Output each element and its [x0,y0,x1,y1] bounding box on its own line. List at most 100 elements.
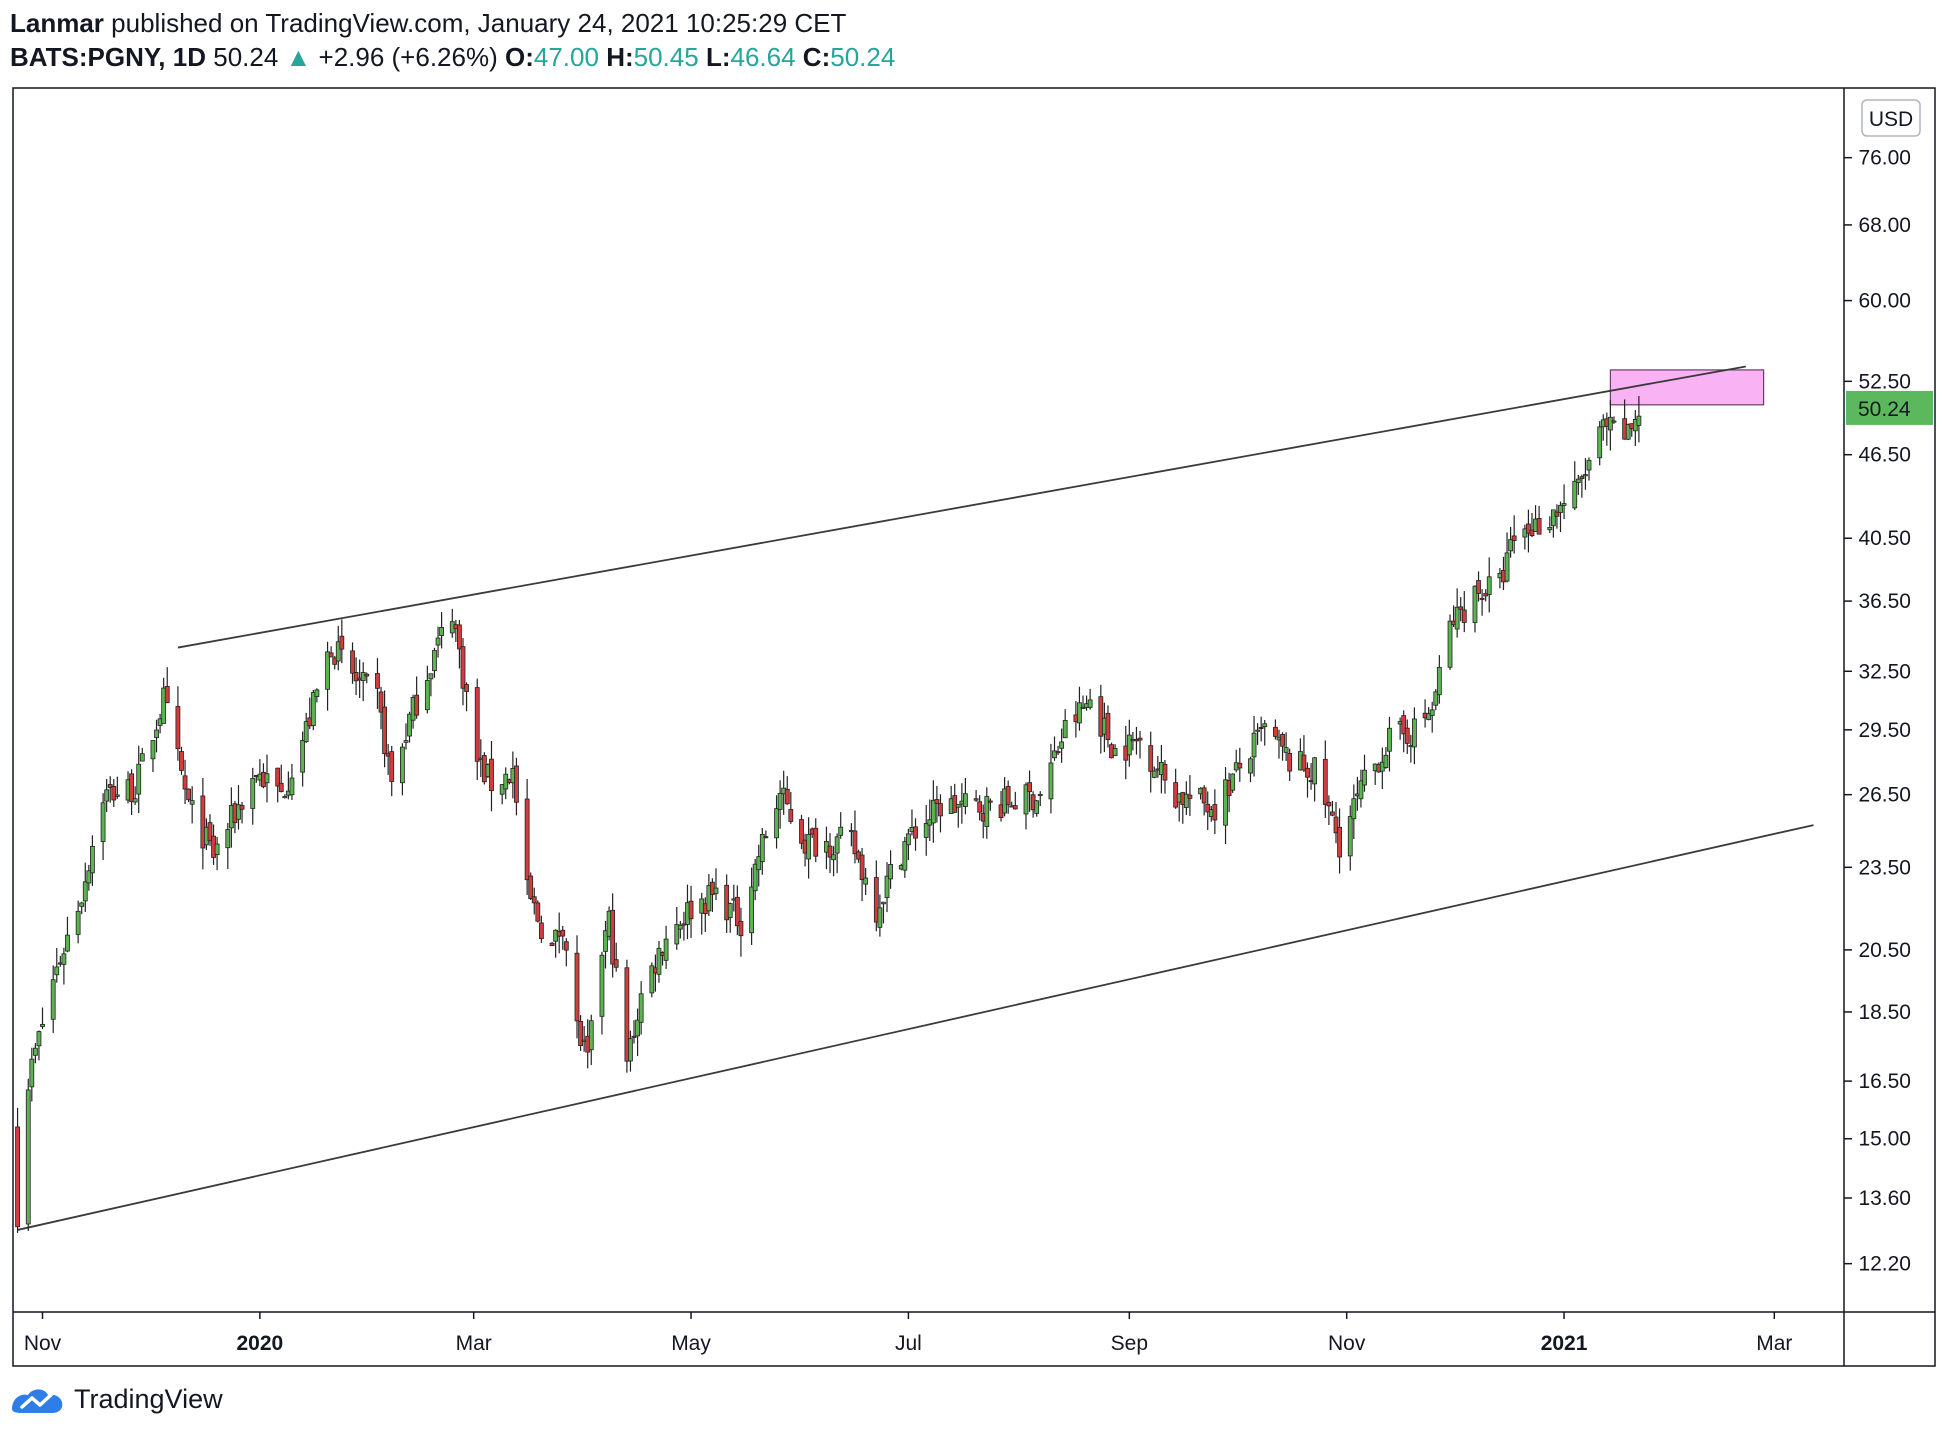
candle [1183,781,1189,815]
candle-body-up [1358,780,1364,800]
author-name[interactable]: Lanmar [10,8,104,38]
candle-body-up [40,1023,45,1027]
candle-body-up [963,793,968,807]
tradingview-logo-icon[interactable] [10,1385,66,1415]
candle [578,1015,583,1051]
candle-body-down [1461,609,1467,623]
candle [314,688,320,703]
candle [1201,785,1207,816]
candle-body-up [1426,713,1432,721]
candle [339,619,345,664]
candle-body-down [164,685,170,704]
candle-body-up [863,877,869,885]
candle-body-up [1312,757,1318,785]
candle [1561,484,1567,520]
candle-body-down [382,706,387,755]
chart-header: Lanmar published on TradingView.com, Jan… [10,6,895,74]
candle [987,798,993,811]
time-tick-label: Sep [1111,1332,1148,1355]
candle-body-up [1251,732,1257,758]
candle [973,790,979,802]
candle-body-down [560,929,566,937]
price-tick-label: 13.60 [1858,1187,1911,1210]
candle-body-up [86,870,92,884]
candle [631,1020,637,1044]
candle-body-up [424,680,430,711]
candle [1411,707,1417,765]
candle [264,754,270,803]
candle-body-up [250,778,256,809]
candle [906,828,911,861]
price-tick-label: 36.50 [1858,590,1911,613]
candle-body-up [756,856,762,871]
candle-body-up [61,953,67,965]
candle-body-up [325,651,330,690]
candle-body-up [713,887,719,894]
candle-body-down [827,845,833,858]
candle-body-down [563,941,569,951]
candle-body-down [275,767,281,787]
candle [389,745,395,797]
candle-body-down [738,920,744,937]
candle [150,740,156,773]
time-axis[interactable]: Nov 2020 Mar May Jul Sep Nov 2021 Mar [24,1312,1793,1355]
candle [963,777,968,815]
lower-trendline[interactable] [17,824,1814,1231]
candle [1511,515,1517,554]
candle-body-up [32,1047,38,1056]
candle [531,887,537,915]
candle-body-down [350,650,355,674]
resistance-zone[interactable] [1609,369,1765,406]
candle-body-up [300,740,306,773]
upper-trendline[interactable] [177,365,1746,649]
candle [1212,789,1218,835]
candle [364,672,370,684]
candle [938,794,943,833]
candle-body-up [1080,706,1086,710]
candle-body-down [763,836,769,839]
candle [706,874,712,916]
candle [335,625,341,671]
candle-body-up [984,796,990,827]
candle [756,844,762,887]
candle-body-up [1223,779,1228,826]
candle [1048,743,1054,814]
candle-body-up [25,1089,31,1225]
candle-body-down [813,827,819,857]
price-axis[interactable]: USD 76.00 68.00 60.00 52.50 46.50 40.50 36.50 3… [1844,99,1921,1276]
candle-body-up [884,875,890,898]
candle-body-up [1550,509,1556,527]
candle-body-down [107,784,113,788]
currency-button[interactable] [1861,99,1921,137]
arrow-up-icon: ▲ [285,42,312,72]
candle-body-up [428,673,434,680]
candle [788,791,794,824]
candle [414,676,420,719]
candle-body-up [1087,699,1093,708]
candle [834,833,840,874]
candle [603,920,608,969]
candle [1034,800,1040,817]
candle [457,619,462,669]
candle [86,864,92,891]
candle-body-down [1401,715,1407,735]
candle-body-up [75,910,81,935]
symbol-label[interactable]: BATS:PGNY, 1D [10,42,206,72]
candle-body-down [938,803,943,817]
candle [1205,791,1211,831]
candle-body-up [435,637,441,646]
candle-body-down [460,646,466,689]
candle-body-up [1037,793,1043,796]
footer-brand[interactable]: TradingView [74,1384,223,1414]
candle-body-down [852,830,858,855]
candle-body-up [1436,666,1442,696]
candle-body-up [189,800,195,805]
candle [1504,532,1510,583]
candle [50,965,56,1034]
candle [403,723,409,750]
candle [1273,719,1278,740]
candle-body-up [400,746,405,784]
candle [799,814,804,850]
candle [239,801,245,824]
